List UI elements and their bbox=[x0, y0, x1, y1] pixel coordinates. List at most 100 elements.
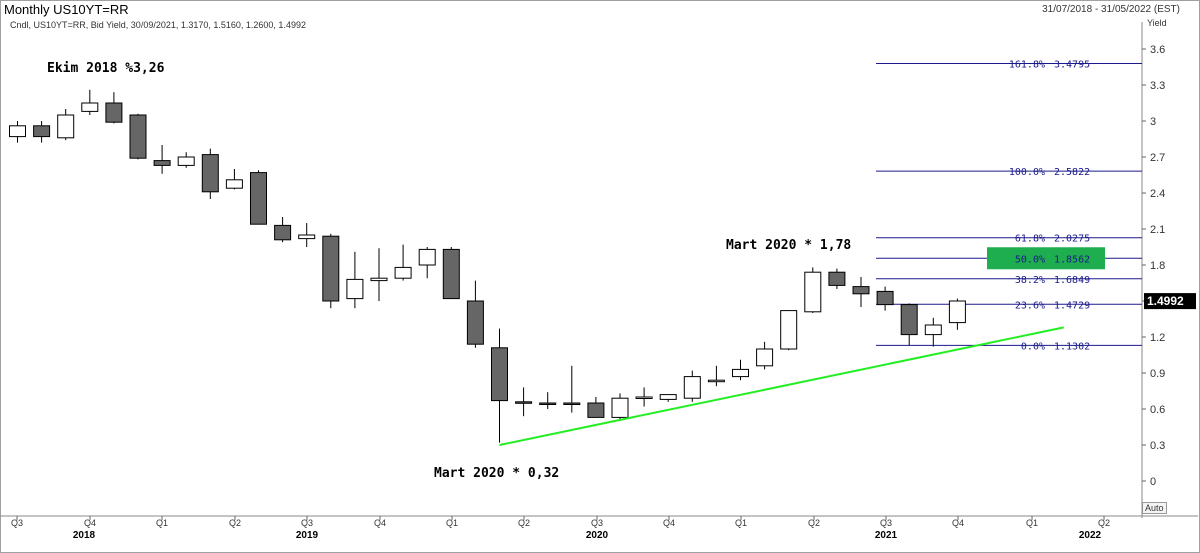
fib-level-value: 1.1302 bbox=[1054, 341, 1090, 352]
candle-down bbox=[105, 102, 123, 123]
candle-down bbox=[491, 347, 508, 402]
x-tick-label: Q2 bbox=[1098, 518, 1110, 528]
fib-level-percent: 61.8% bbox=[1015, 234, 1045, 245]
x-tick-label: Q3 bbox=[11, 518, 23, 528]
candle-up bbox=[370, 277, 388, 282]
x-tick-label: Q1 bbox=[446, 518, 458, 528]
candle-up bbox=[948, 300, 966, 324]
fib-level-percent: 23.6% bbox=[1015, 300, 1045, 311]
candle-down bbox=[587, 402, 605, 418]
candle-up bbox=[57, 114, 75, 139]
x-tick-label: Q3 bbox=[301, 518, 313, 528]
x-year-label: 2018 bbox=[73, 530, 96, 541]
x-tick-label: Q1 bbox=[156, 518, 168, 528]
candle-down bbox=[153, 160, 171, 166]
y-tick-label: 1.8 bbox=[1150, 260, 1165, 272]
y-axis-title: Yield bbox=[1147, 18, 1167, 28]
x-year-label: 2020 bbox=[586, 530, 609, 541]
instrument-info: Cndl, US10YT=RR, Bid Yield, 30/09/2021, … bbox=[10, 20, 306, 30]
x-year-label: 2019 bbox=[296, 530, 319, 541]
candle-up bbox=[804, 271, 822, 313]
x-year-label: 2021 bbox=[875, 530, 898, 541]
candle-up bbox=[924, 324, 942, 336]
fib-level-percent: 0.0% bbox=[1021, 341, 1045, 352]
last-price-box bbox=[1144, 293, 1196, 310]
candle-up bbox=[683, 376, 701, 399]
x-tick-label: Q3 bbox=[591, 518, 603, 528]
y-tick-label: 0.6 bbox=[1150, 404, 1165, 416]
candle-up bbox=[81, 102, 99, 112]
x-tick-label: Q4 bbox=[663, 518, 675, 528]
chart-annotation: Ekim 2018 %3,26 bbox=[47, 61, 165, 76]
candle-down bbox=[129, 114, 147, 159]
candle-down bbox=[201, 154, 219, 193]
fib-level-percent: 38.2% bbox=[1015, 275, 1045, 286]
fib-level-percent: 100.0% bbox=[1009, 167, 1045, 178]
candle-down bbox=[852, 286, 870, 295]
candle-down bbox=[515, 401, 533, 404]
candle-up bbox=[659, 394, 677, 400]
candle-down bbox=[539, 402, 557, 405]
fib-level-percent: 50.0% bbox=[1015, 254, 1045, 265]
last-price-tag: 1.4992 bbox=[1144, 293, 1196, 310]
x-tick-label: Q2 bbox=[229, 518, 241, 528]
fib-level-value: 3.4795 bbox=[1054, 59, 1090, 70]
y-tick-label: 0.3 bbox=[1150, 440, 1165, 452]
y-tick-label: 0.9 bbox=[1150, 368, 1165, 380]
support-trendline bbox=[499, 326, 1065, 446]
fib-level-value: 1.8562 bbox=[1054, 254, 1090, 265]
last-price-label: 1.4992 bbox=[1147, 294, 1184, 308]
chart-annotation: Mart 2020 * 0,32 bbox=[434, 466, 559, 481]
fib-level-percent: 161.8% bbox=[1009, 59, 1045, 70]
candle-down bbox=[876, 290, 894, 306]
candle-up bbox=[298, 234, 316, 240]
candle-up bbox=[635, 396, 653, 399]
candle-up bbox=[418, 248, 436, 266]
candle-up bbox=[707, 379, 725, 383]
candle-up bbox=[732, 368, 749, 378]
x-tick-label: Q1 bbox=[735, 518, 747, 528]
candle-up bbox=[756, 348, 774, 367]
x-tick-label: Q3 bbox=[880, 518, 892, 528]
candle-up bbox=[611, 397, 629, 418]
candle-down bbox=[322, 235, 340, 302]
candle-down bbox=[563, 402, 581, 405]
candle-up bbox=[780, 310, 798, 350]
candle-down bbox=[900, 304, 918, 336]
fib-highlight-box bbox=[987, 247, 1105, 270]
auto-scale-button[interactable]: Auto bbox=[1142, 502, 1167, 514]
date-range: 31/07/2018 - 31/05/2022 (EST) bbox=[1042, 4, 1180, 15]
candle-up bbox=[177, 156, 195, 166]
candle-down bbox=[274, 224, 292, 241]
x-tick-label: Q2 bbox=[808, 518, 820, 528]
chart-annotation: Mart 2020 * 1,78 bbox=[726, 238, 851, 253]
y-tick-label: 2.4 bbox=[1150, 188, 1165, 200]
y-tick-label: 3 bbox=[1150, 116, 1156, 128]
candle-up bbox=[9, 125, 26, 138]
y-tick-label: 3.6 bbox=[1150, 44, 1165, 56]
candle-down bbox=[442, 248, 460, 300]
fib-level-value: 1.4729 bbox=[1054, 300, 1090, 311]
candle-down bbox=[250, 172, 267, 225]
y-tick-label: 3.3 bbox=[1150, 80, 1165, 92]
x-tick-label: Q4 bbox=[84, 518, 96, 528]
x-tick-label: Q4 bbox=[374, 518, 386, 528]
candle-up bbox=[225, 179, 243, 189]
x-tick-label: Q4 bbox=[952, 518, 964, 528]
fib-level-value: 2.0275 bbox=[1054, 234, 1090, 245]
candle-up bbox=[394, 266, 412, 279]
fib-level-value: 2.5822 bbox=[1054, 167, 1090, 178]
fib-level-value: 1.6849 bbox=[1054, 275, 1090, 286]
candle-down bbox=[466, 300, 484, 345]
y-tick-label: 2.1 bbox=[1150, 224, 1165, 236]
candle-down bbox=[828, 271, 846, 286]
y-tick-label: 2.7 bbox=[1150, 152, 1165, 164]
candle-up bbox=[346, 278, 364, 300]
y-tick-label: 1.2 bbox=[1150, 332, 1165, 344]
candle-down bbox=[33, 125, 51, 138]
x-tick-label: Q2 bbox=[518, 518, 530, 528]
y-tick-label: 0 bbox=[1150, 476, 1156, 488]
x-tick-label: Q1 bbox=[1026, 518, 1038, 528]
x-year-label: 2022 bbox=[1079, 530, 1102, 541]
